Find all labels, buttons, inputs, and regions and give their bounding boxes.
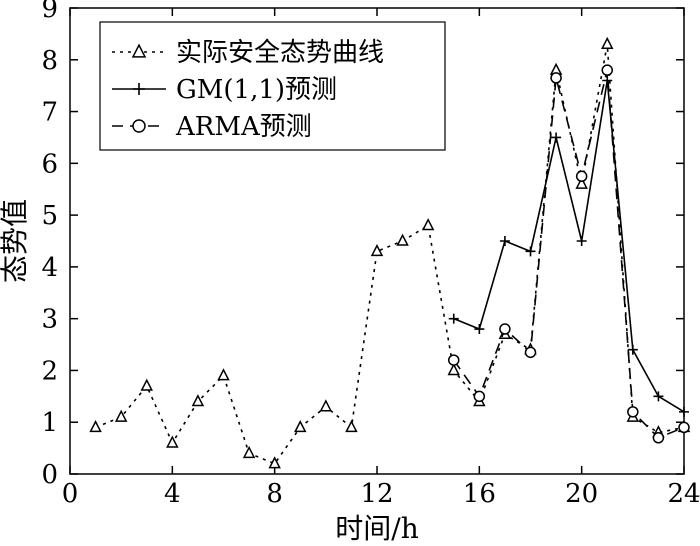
series-line — [95, 44, 685, 465]
data-point-circle — [473, 390, 486, 403]
data-point-plus — [551, 132, 562, 143]
data-point-plus — [627, 344, 638, 355]
data-point-circle — [575, 170, 588, 183]
data-point-circle — [550, 72, 562, 84]
data-point-triangle — [370, 243, 384, 257]
data-point-plus — [474, 324, 485, 335]
data-point-circle — [627, 406, 639, 418]
data-point-circle — [652, 432, 665, 444]
data-point-triangle — [217, 368, 230, 381]
data-point-triangle — [89, 420, 102, 433]
y-tick-label: 9 — [41, 0, 58, 24]
x-tick-label: 8 — [266, 479, 283, 509]
x-tick-label: 20 — [565, 479, 598, 509]
legend-marker-plus — [133, 83, 145, 95]
legend-label: GM(1,1)预测 — [176, 75, 337, 105]
data-point-triangle — [396, 233, 409, 246]
y-tick-label: 6 — [41, 149, 58, 179]
x-tick-label: 12 — [360, 479, 393, 509]
series-line — [453, 69, 685, 439]
data-point-circle — [678, 421, 690, 434]
data-point-circle — [524, 346, 537, 359]
x-tick-label: 24 — [667, 479, 700, 509]
data-point-plus — [679, 406, 689, 417]
legend-marker-triangle — [131, 43, 147, 58]
legend-box — [99, 21, 446, 151]
data-point-plus — [448, 313, 459, 324]
x-axis-title: 时间/h — [335, 512, 418, 545]
data-point-plus — [525, 246, 536, 257]
data-point-triangle — [447, 363, 460, 376]
series-2 — [448, 75, 689, 417]
data-point-triangle — [166, 435, 179, 448]
data-point-plus — [602, 75, 613, 86]
legend: 实际安全态势曲线 GM(1,1)预测 ARMA预测 — [99, 21, 446, 151]
data-point-triangle — [421, 218, 435, 231]
y-tick-label: 7 — [41, 98, 58, 128]
y-tick-label: 3 — [41, 305, 58, 335]
y-tick-label: 1 — [41, 408, 58, 438]
series-3 — [448, 64, 690, 444]
y-tick-label: 8 — [41, 46, 58, 76]
y-tick-label: 0 — [41, 460, 58, 490]
x-tick-label: 4 — [164, 479, 181, 509]
series-layer — [89, 36, 691, 469]
data-point-triangle — [114, 409, 128, 422]
y-tick-label: 5 — [41, 201, 58, 231]
data-point-triangle — [319, 399, 333, 412]
data-point-triangle — [242, 445, 256, 459]
series-line — [453, 80, 685, 413]
data-point-triangle — [191, 394, 205, 407]
data-point-circle — [601, 64, 613, 76]
x-tick-label: 0 — [62, 479, 79, 509]
data-point-triangle — [140, 378, 153, 391]
data-point-plus — [653, 391, 664, 402]
legend-label: ARMA预测 — [175, 112, 312, 142]
legend-label: 实际安全态势曲线 — [176, 38, 384, 68]
series-1 — [89, 36, 691, 469]
y-tick-label: 4 — [41, 253, 58, 283]
data-point-triangle — [345, 420, 358, 433]
data-point-circle — [499, 323, 511, 335]
y-axis-title: 态势值 — [0, 199, 31, 283]
data-point-circle — [448, 354, 460, 366]
data-point-triangle — [294, 420, 307, 433]
data-point-plus — [576, 236, 587, 246]
data-point-triangle — [268, 456, 281, 469]
y-tick-label: 2 — [41, 356, 58, 386]
legend-marker-circle — [132, 119, 146, 133]
data-point-triangle — [575, 176, 588, 189]
data-point-plus — [499, 236, 510, 246]
data-point-triangle — [601, 36, 614, 50]
x-tick-label: 16 — [463, 479, 496, 509]
